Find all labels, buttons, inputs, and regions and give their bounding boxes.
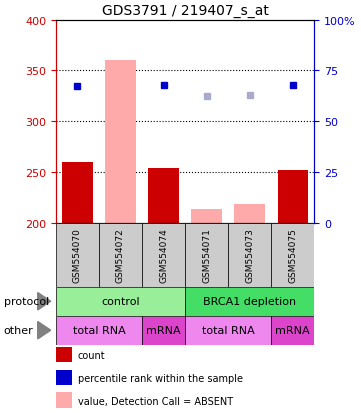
Title: GDS3791 / 219407_s_at: GDS3791 / 219407_s_at: [101, 4, 269, 18]
Bar: [271, 223, 314, 287]
Text: GSM554073: GSM554073: [245, 228, 254, 282]
Bar: [185, 287, 314, 316]
Bar: [185, 316, 271, 345]
Bar: [278, 171, 308, 223]
Text: GSM554072: GSM554072: [116, 228, 125, 282]
Bar: [142, 223, 185, 287]
Text: value, Detection Call = ABSENT: value, Detection Call = ABSENT: [78, 396, 233, 406]
Text: GSM554075: GSM554075: [288, 228, 297, 282]
Bar: [228, 223, 271, 287]
Bar: [56, 287, 185, 316]
Text: mRNA: mRNA: [275, 325, 310, 335]
Bar: [105, 61, 135, 223]
Bar: [235, 205, 265, 223]
Bar: [271, 316, 314, 345]
Text: BRCA1 depletion: BRCA1 depletion: [203, 297, 296, 306]
Text: GSM554071: GSM554071: [202, 228, 211, 282]
Bar: [99, 223, 142, 287]
Text: mRNA: mRNA: [146, 325, 181, 335]
Text: GSM554070: GSM554070: [73, 228, 82, 282]
Text: total RNA: total RNA: [202, 325, 255, 335]
Bar: [191, 210, 222, 223]
Bar: [62, 162, 92, 223]
Text: count: count: [78, 351, 105, 361]
Text: percentile rank within the sample: percentile rank within the sample: [78, 373, 243, 383]
Text: total RNA: total RNA: [73, 325, 125, 335]
Text: protocol: protocol: [4, 297, 49, 306]
Bar: [142, 316, 185, 345]
Bar: [56, 316, 142, 345]
Polygon shape: [38, 293, 51, 310]
Polygon shape: [38, 322, 51, 339]
Text: control: control: [101, 297, 140, 306]
Bar: [185, 223, 228, 287]
Text: other: other: [4, 325, 33, 335]
Bar: [56, 223, 99, 287]
Text: GSM554074: GSM554074: [159, 228, 168, 282]
Bar: [148, 169, 179, 223]
